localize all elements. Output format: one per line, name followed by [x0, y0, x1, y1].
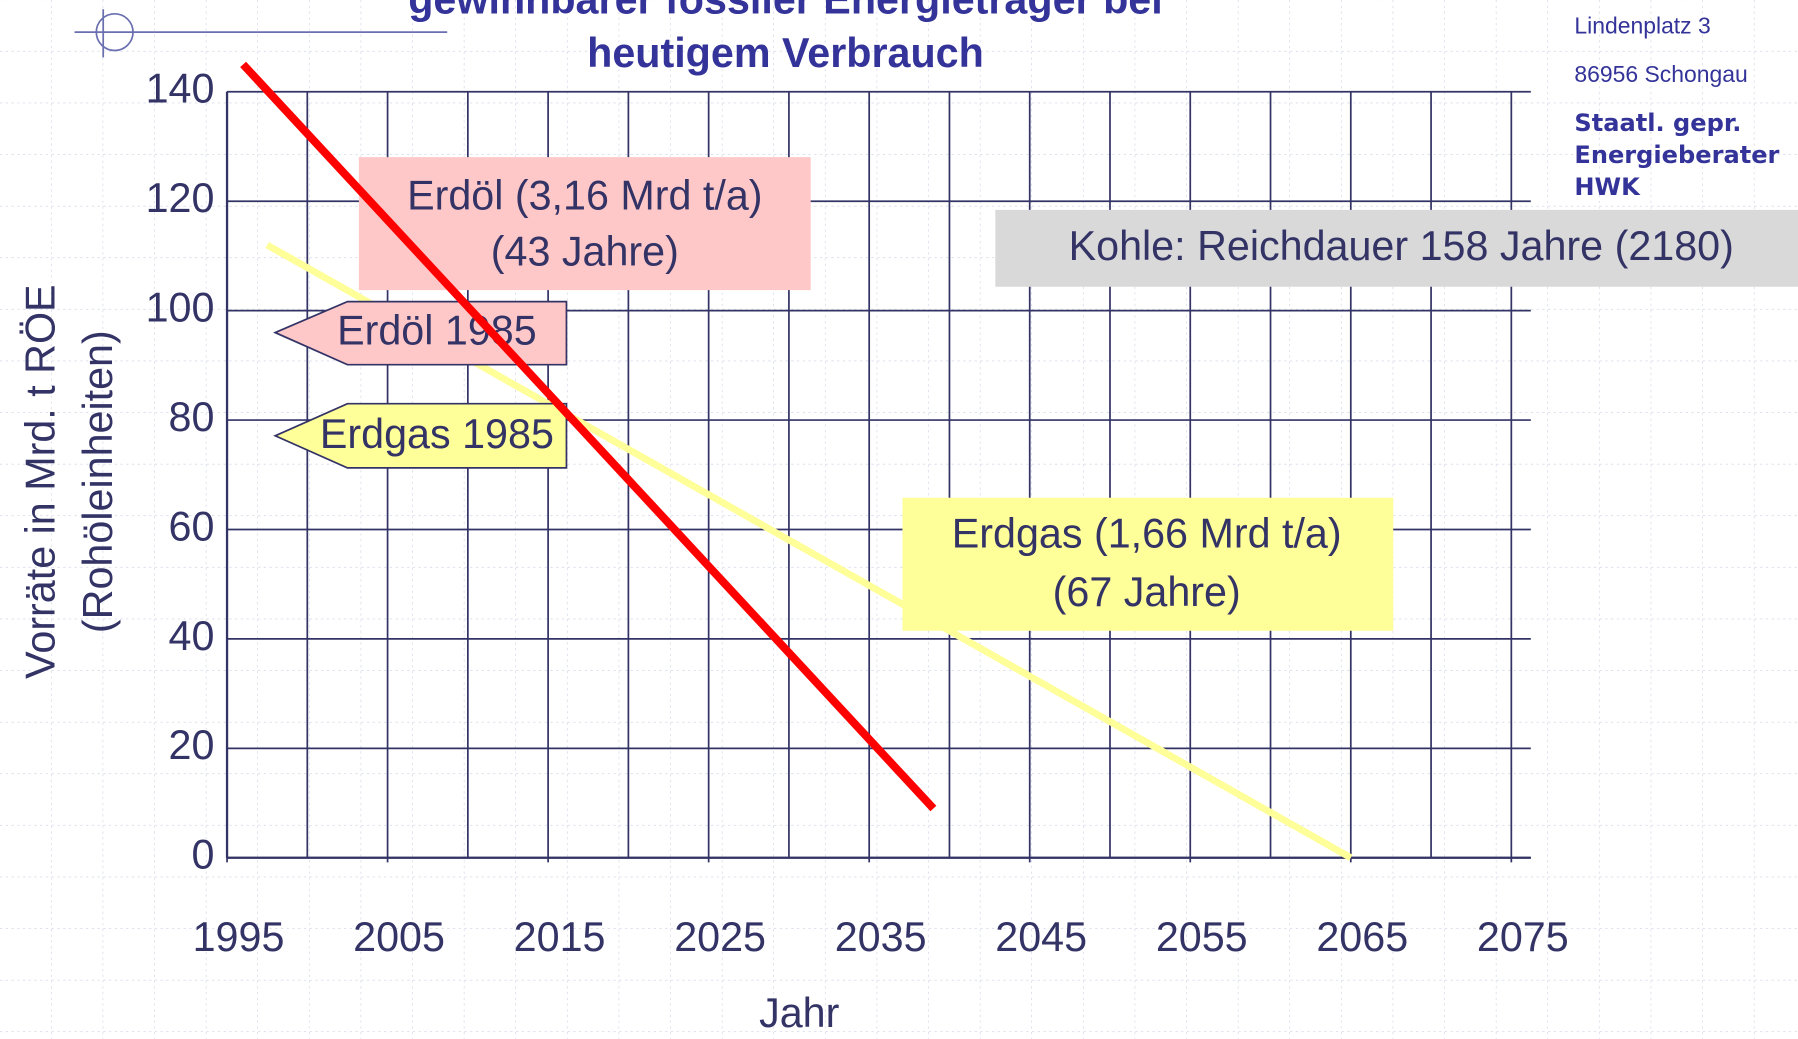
annotation-box — [995, 209, 1798, 287]
y-tick-label: 60 — [169, 503, 215, 549]
sidebar-text: Staatl. gepr. — [1574, 109, 1741, 137]
annotation-box — [358, 157, 811, 291]
x-tick-label: 2075 — [1477, 914, 1569, 960]
y-tick-label: 80 — [169, 394, 215, 440]
crosshair-decoration — [74, 9, 448, 58]
chart-title: gewinnbarer fossiler Energieträger bei — [408, 0, 1163, 22]
x-tick-label: 1995 — [193, 914, 285, 960]
data-line — [240, 61, 937, 812]
sidebar-text: HWK — [1574, 173, 1641, 201]
annotation-text: (67 Jahre) — [1053, 569, 1241, 615]
y-axis-label: Vorräte in Mrd. t RÖE — [17, 284, 63, 678]
annotation-text: Kohle: Reichdauer 158 Jahre (2180) — [1069, 223, 1734, 269]
x-tick-label: 2035 — [835, 914, 927, 960]
annotation-box — [273, 300, 568, 366]
sidebar-text: 86956 Schongau — [1574, 61, 1747, 87]
y-tick-label: 0 — [191, 832, 214, 878]
x-tick-label: 2005 — [353, 914, 445, 960]
y-tick-label: 120 — [146, 175, 215, 221]
y-tick-label: 100 — [146, 285, 215, 331]
x-tick-label: 2045 — [995, 914, 1087, 960]
x-axis-label: Jahr — [759, 990, 840, 1036]
y-axis-label: (Rohöleinheiten) — [75, 330, 121, 633]
annotation-text: (43 Jahre) — [491, 229, 679, 275]
annotation-text: Erdöl (3,16 Mrd t/a) — [407, 172, 762, 218]
y-tick-label: 20 — [169, 722, 215, 768]
annotation-text: Erdgas 1985 — [320, 411, 554, 457]
y-tick-label: 40 — [169, 613, 215, 659]
annotation-text: Erdgas (1,66 Mrd t/a) — [952, 511, 1342, 557]
x-tick-label: 2025 — [674, 914, 766, 960]
chart-title: heutigem Verbrauch — [587, 30, 984, 76]
sidebar-text: Energieberater — [1574, 141, 1779, 169]
x-tick-label: 2015 — [514, 914, 606, 960]
annotation-box — [273, 402, 568, 469]
x-tick-label: 2065 — [1316, 914, 1408, 960]
annotation-box — [902, 497, 1394, 631]
y-tick-label: 140 — [146, 66, 215, 112]
sidebar-text: Lindenplatz 3 — [1574, 13, 1710, 39]
x-tick-label: 2055 — [1156, 914, 1248, 960]
